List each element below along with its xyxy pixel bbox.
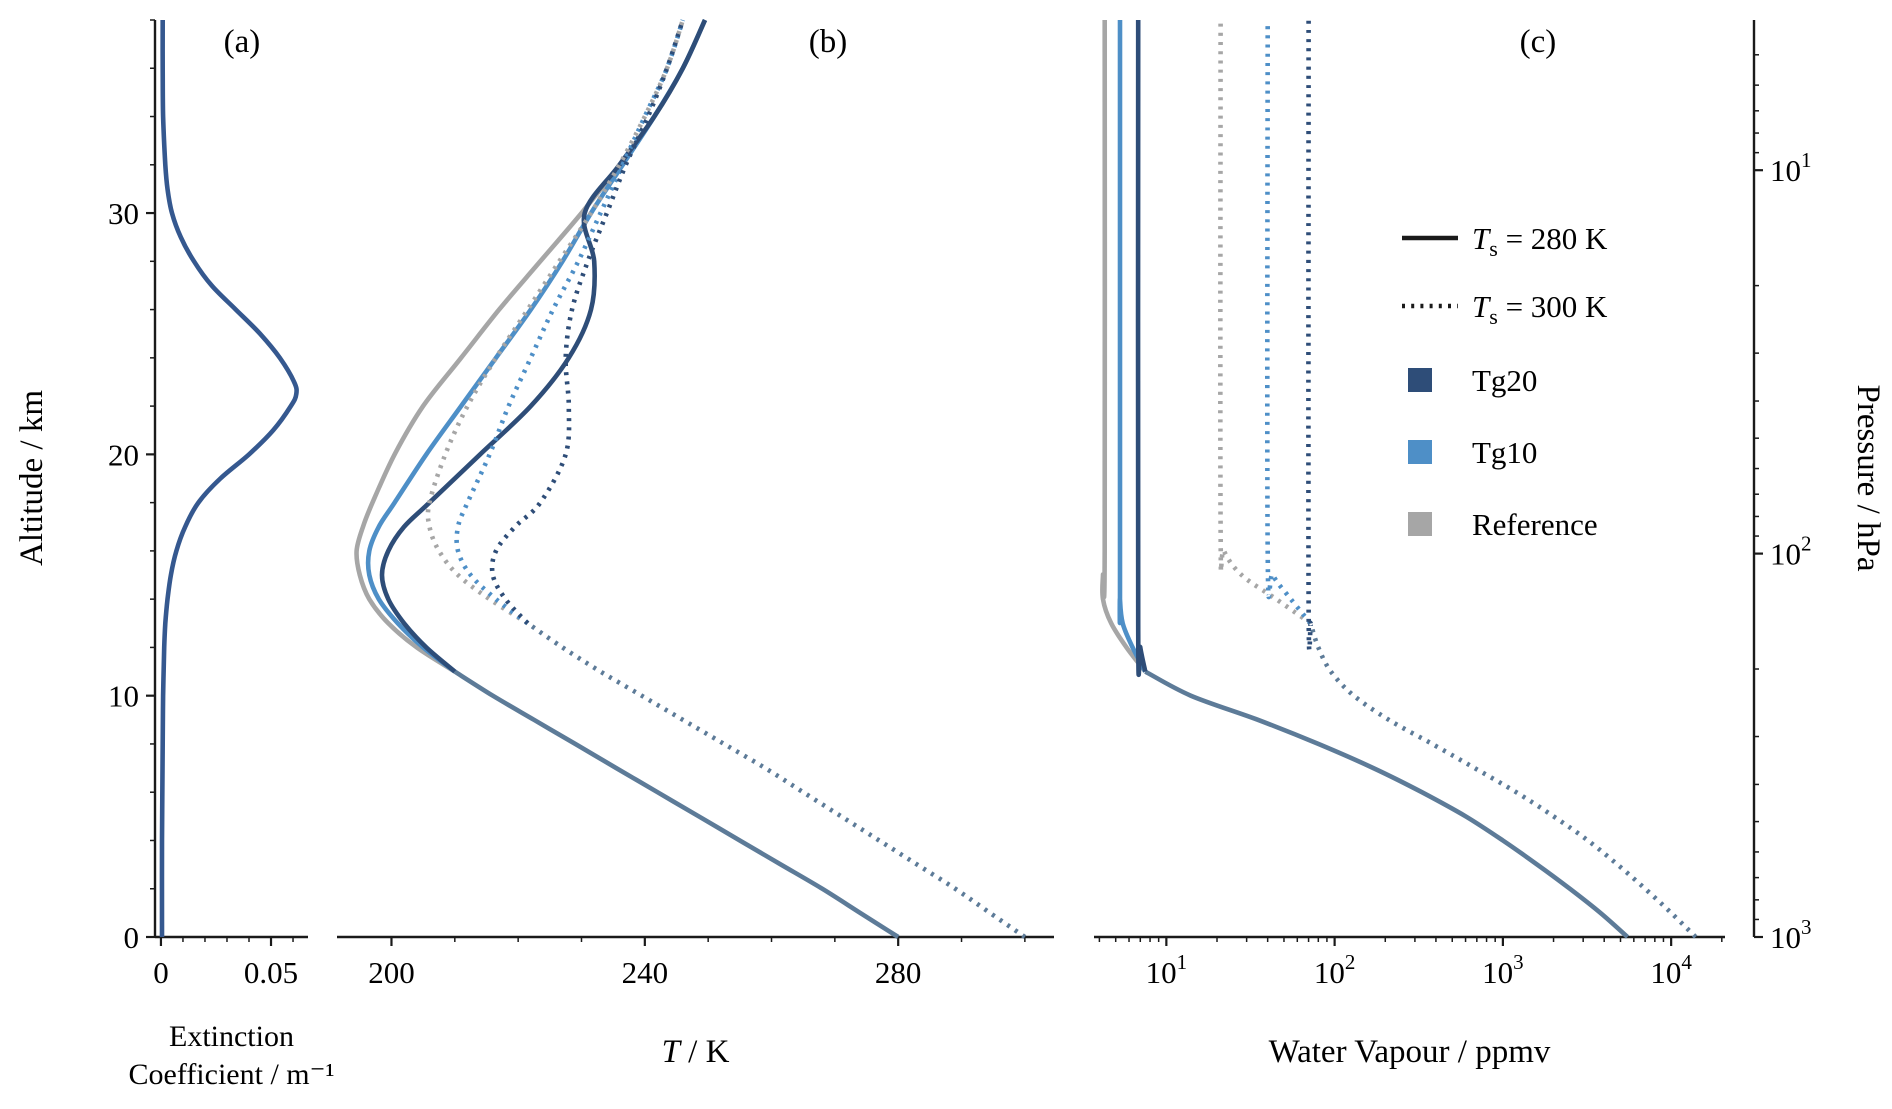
temperature-x-tick-label: 200 bbox=[368, 955, 415, 990]
temperature-x-tick-label: 240 bbox=[622, 955, 669, 990]
legend-label: Tg10 bbox=[1472, 435, 1537, 470]
extinction-xlabel-line2: Coefficient / m⁻¹ bbox=[129, 1058, 335, 1091]
temperature-series-tg20-Ts300 bbox=[489, 19, 685, 625]
panel-label-water-vapour: (c) bbox=[1520, 24, 1557, 60]
water-vapour-series-reference-Ts300 bbox=[1218, 19, 1312, 626]
water-vapour-series-troposphere-all-runs-Ts300 bbox=[1308, 622, 1698, 939]
water-vapour-x-tick-label: 103 bbox=[1482, 950, 1524, 990]
extinction-xlabel-line1: Extinction bbox=[169, 1020, 294, 1053]
altitude-tick-label: 30 bbox=[108, 196, 139, 231]
temperature-series-reference-Ts300 bbox=[425, 19, 685, 626]
legend-square-Tg10 bbox=[1408, 440, 1432, 464]
water-vapour-x-tick-label: 104 bbox=[1650, 950, 1692, 990]
legend-label: Reference bbox=[1472, 507, 1598, 542]
legend-square-Tg20 bbox=[1408, 368, 1432, 392]
water-vapour-series-tg10-Ts300 bbox=[1265, 19, 1313, 625]
altitude-axis-label: Altitude / km bbox=[14, 390, 50, 566]
water-vapour-series-reference-Ts280 bbox=[1100, 19, 1148, 673]
water-vapour-x-tick-label: 101 bbox=[1146, 950, 1188, 990]
temperature-series-tg20-Ts280 bbox=[379, 19, 708, 674]
panel-label-temperature: (b) bbox=[809, 24, 847, 60]
temperature-series-troposphere-all-runs-Ts300 bbox=[526, 621, 1027, 939]
water-vapour-x-tick-label: 102 bbox=[1314, 950, 1356, 990]
water-vapour-series-tg20-Ts300 bbox=[1306, 19, 1313, 653]
pressure-tick-label: 102 bbox=[1770, 532, 1812, 572]
temperature-x-tick-label: 280 bbox=[875, 955, 922, 990]
water-vapour-series-troposphere-all-runs-Ts280 bbox=[1144, 669, 1630, 939]
altitude-tick-label: 0 bbox=[124, 920, 140, 955]
temperature-series-troposphere-all-runs-Ts280 bbox=[453, 669, 900, 939]
water-vapour-series-tg20-Ts280 bbox=[1135, 19, 1148, 677]
extinction-series-aerosol-extinction-profile bbox=[159, 19, 299, 938]
extinction-x-tick-label: 0 bbox=[153, 955, 169, 990]
panel-label-extinction: (a) bbox=[224, 24, 261, 60]
temperature-xlabel: T / K bbox=[662, 1034, 730, 1070]
pressure-tick-label: 103 bbox=[1770, 915, 1812, 955]
legend-label: Ts = 280 K bbox=[1472, 221, 1608, 261]
pressure-axis-label: Pressure / hPa bbox=[1850, 385, 1886, 572]
legend-label: Ts = 300 K bbox=[1472, 289, 1608, 329]
water-vapour-series-tg10-Ts280 bbox=[1117, 20, 1148, 673]
legend-square-Reference bbox=[1408, 512, 1432, 536]
altitude-tick-label: 20 bbox=[108, 437, 139, 472]
pressure-tick-label: 101 bbox=[1770, 148, 1812, 188]
water-vapour-xlabel: Water Vapour / ppmv bbox=[1269, 1034, 1551, 1070]
temperature-series-tg10-Ts280 bbox=[365, 19, 708, 674]
legend-label: Tg20 bbox=[1472, 363, 1537, 398]
altitude-tick-label: 10 bbox=[108, 679, 139, 714]
extinction-x-tick-label: 0.05 bbox=[244, 955, 298, 990]
